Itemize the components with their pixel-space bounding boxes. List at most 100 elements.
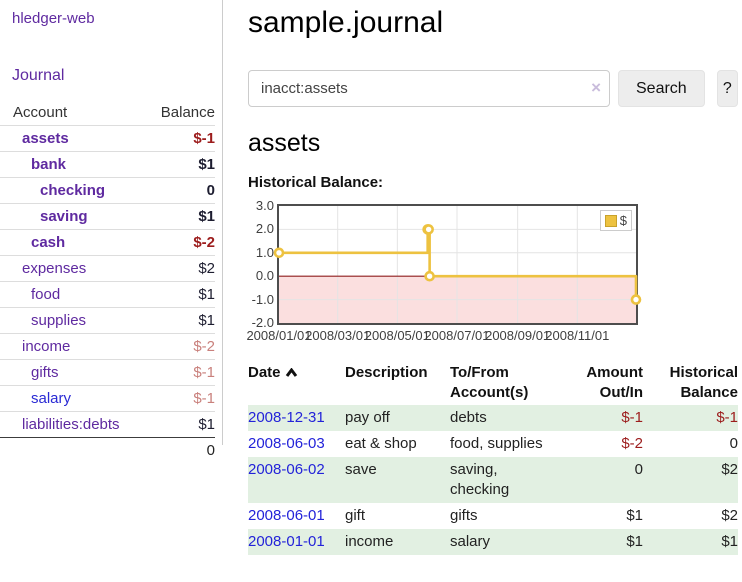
- main-content: sample.journal × Search ? assets Histori…: [246, 0, 738, 555]
- account-balance: $1: [198, 416, 215, 433]
- column-header-to-from: To/From Account(s): [450, 364, 529, 401]
- account-link[interactable]: salary: [31, 390, 72, 407]
- account-row: salary $-1: [0, 385, 215, 412]
- account-row: income $-2: [0, 333, 215, 360]
- account-link[interactable]: gifts: [31, 364, 59, 381]
- account-row: expenses $2: [0, 255, 215, 282]
- historical-balance-chart: $ 3.0 2.0 1.0 0.0 -1.0 -2.0 2008/01/01 2008/03/…: [246, 198, 738, 344]
- balance-cell: 0: [729, 435, 738, 452]
- help-button[interactable]: ?: [716, 70, 738, 107]
- account-link[interactable]: cash: [31, 234, 66, 251]
- account-link[interactable]: bank: [31, 156, 67, 173]
- table-row[interactable]: 2008-12-31 pay off debts $-1 $-1: [248, 405, 738, 431]
- account-heading: assets: [248, 129, 321, 157]
- table-row[interactable]: 2008-06-01 gift gifts $1 $2: [248, 503, 738, 529]
- table-row[interactable]: 2008-01-01 income salary $1 $1: [248, 529, 738, 555]
- amount-cell: $1: [626, 507, 643, 524]
- description-cell: gift: [345, 507, 366, 524]
- page-title: sample.journal: [248, 6, 444, 39]
- account-balance: $-2: [193, 234, 215, 251]
- account-tree-header: Account Balance: [0, 100, 215, 126]
- account-balance: $-1: [193, 364, 215, 381]
- account-tree: Account Balance assets $-1 bank $1 checking 0…: [0, 100, 215, 463]
- account-balance: $1: [198, 312, 215, 329]
- account-tree-body: assets $-1 bank $1 checking 0 saving $1 cash $-2 e…: [0, 125, 215, 438]
- search-form: × Search ?: [248, 70, 738, 107]
- account-balance: $1: [198, 156, 215, 173]
- date-link[interactable]: 2008-01-01: [248, 533, 325, 550]
- x-axis-tick-label: 2008/07/01: [424, 328, 490, 343]
- description-cell: pay off: [345, 409, 390, 426]
- account-link[interactable]: liabilities:debts: [22, 416, 120, 433]
- y-axis-tick-label: -1.0: [251, 291, 274, 307]
- register-table: Date Description To/From Account(s) Amount Ou…: [248, 361, 738, 555]
- x-axis-tick-label: 2008/09/01: [485, 328, 551, 343]
- account-balance: 0: [206, 182, 215, 199]
- accounts-cell: saving, checking: [450, 461, 510, 498]
- accounts-cell: debts: [450, 409, 487, 426]
- account-link[interactable]: checking: [40, 182, 106, 199]
- amount-cell: $-2: [621, 435, 643, 452]
- x-axis-tick-label: 2008/05/01: [364, 328, 430, 343]
- account-row: food $1: [0, 281, 215, 308]
- column-header-historical: Historical Balance: [669, 364, 738, 401]
- account-link[interactable]: saving: [40, 208, 88, 225]
- account-balance: $-1: [193, 130, 215, 147]
- account-link[interactable]: assets: [22, 130, 69, 147]
- account-balance: $-2: [193, 338, 215, 355]
- column-header-amount: Amount Out/In: [586, 364, 643, 401]
- brand-link[interactable]: hledger-web: [12, 10, 95, 27]
- account-link[interactable]: expenses: [22, 260, 87, 277]
- account-total-value: 0: [147, 437, 215, 463]
- date-link[interactable]: 2008-12-31: [248, 409, 325, 426]
- balance-column-header: Balance: [160, 104, 215, 121]
- account-row: assets $-1: [0, 125, 215, 152]
- search-input[interactable]: [248, 70, 610, 107]
- y-axis-tick-label: 0.0: [255, 268, 274, 284]
- account-link[interactable]: income: [22, 338, 71, 355]
- description-cell: save: [345, 461, 377, 478]
- account-row: cash $-2: [0, 229, 215, 256]
- y-axis-tick-label: -2.0: [251, 315, 274, 330]
- account-row: checking 0: [0, 177, 215, 204]
- y-axis-tick-label: 1.0: [255, 244, 274, 260]
- balance-cell: $1: [721, 533, 738, 550]
- sidebar: hledger-web Journal Account Balance asse…: [0, 0, 223, 463]
- column-header-description: Description: [345, 364, 428, 381]
- account-column-header: Account: [13, 104, 68, 121]
- clear-search-icon[interactable]: ×: [591, 78, 601, 97]
- accounts-cell: salary: [450, 533, 491, 550]
- column-header-date[interactable]: Date: [248, 361, 345, 405]
- sidebar-item-journal[interactable]: Journal: [12, 67, 65, 84]
- description-cell: income: [345, 533, 394, 550]
- chart-canvas: [273, 206, 642, 323]
- account-row: bank $1: [0, 151, 215, 178]
- chart-plot-area: $: [273, 204, 642, 325]
- y-axis-tick-label: 2.0: [255, 221, 274, 237]
- amount-cell: $1: [626, 533, 643, 550]
- account-link[interactable]: food: [31, 286, 61, 303]
- description-cell: eat & shop: [345, 435, 417, 452]
- table-row[interactable]: 2008-06-03 eat & shop food, supplies $-2 0: [248, 431, 738, 457]
- amount-cell: 0: [634, 461, 643, 478]
- chart-legend: $: [599, 210, 632, 231]
- balance-cell: $2: [721, 461, 738, 478]
- account-link[interactable]: supplies: [31, 312, 87, 329]
- sort-ascending-icon: [285, 368, 297, 377]
- accounts-cell: gifts: [450, 507, 478, 524]
- x-axis-tick-label: 2008/03/01: [305, 328, 371, 343]
- chart-title: Historical Balance:: [248, 174, 384, 191]
- table-row[interactable]: 2008-06-02 save saving, checking 0 $2: [248, 457, 738, 503]
- account-row: supplies $1: [0, 307, 215, 334]
- legend-swatch: [604, 214, 617, 227]
- search-button[interactable]: Search: [618, 70, 705, 107]
- account-row: liabilities:debts $1: [0, 411, 215, 438]
- x-axis-tick-label: 2008/01/01: [246, 328, 312, 343]
- accounts-cell: food, supplies: [450, 435, 543, 452]
- date-link[interactable]: 2008-06-01: [248, 507, 325, 524]
- date-link[interactable]: 2008-06-02: [248, 461, 325, 478]
- date-link[interactable]: 2008-06-03: [248, 435, 325, 452]
- register-body: 2008-12-31 pay off debts $-1 $-1 2008-06-03 ea…: [248, 405, 738, 555]
- balance-cell: $2: [721, 507, 738, 524]
- register-header-row: Date Description To/From Account(s) Amount Ou…: [248, 361, 738, 405]
